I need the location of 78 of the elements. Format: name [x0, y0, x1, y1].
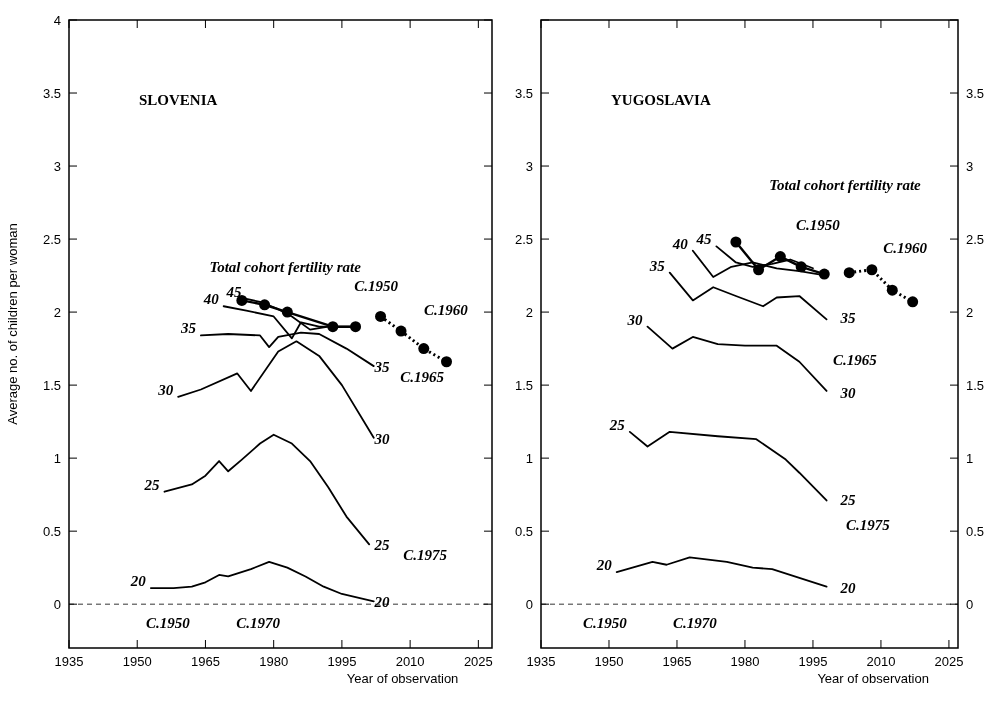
y-tick-label: 0: [53, 597, 61, 613]
annotation: C.1950: [796, 216, 841, 233]
y2-tick-label: 3: [966, 159, 974, 175]
series-label: 45: [695, 231, 712, 248]
annotation: C.1965: [400, 368, 445, 385]
y-axis-title: Average no. of children per woman: [5, 223, 20, 425]
y2-tick-label: 2: [966, 305, 974, 321]
annotation: Total cohort fertility rate: [769, 177, 922, 194]
y-tick-label: 0: [525, 597, 533, 613]
y-tick-label: 2.5: [514, 232, 533, 248]
y-tick-label: 3.5: [42, 86, 61, 102]
annotation: C.1970: [672, 614, 718, 631]
y-tick-label: 0.5: [514, 524, 533, 540]
x-tick-label: 1965: [190, 654, 220, 669]
x-tick-label: 1995: [327, 654, 357, 669]
y-tick-label: 2: [53, 305, 61, 321]
x-tick-label: 1965: [662, 654, 692, 669]
y2-tick-label: 1: [966, 451, 974, 467]
series-label: 40: [202, 291, 220, 308]
y-tick-label: 3.5: [514, 86, 533, 102]
text: YUGOSLAVIA: [611, 92, 711, 108]
annotation: C.1950: [146, 614, 191, 631]
series-label: 30: [373, 430, 391, 447]
x-tick-label: 1935: [54, 654, 84, 669]
y2-tick-label: 0: [966, 597, 974, 613]
series-label: 25: [608, 416, 626, 433]
annotation: 30: [157, 381, 174, 398]
annotation: 25: [373, 537, 391, 554]
series-label: 35: [373, 359, 391, 376]
x-tick-label: 1950: [122, 654, 152, 669]
annotation: 20: [839, 579, 856, 596]
x-tick-label: 2025: [934, 654, 964, 669]
annotation: C.1960: [424, 302, 469, 319]
y-tick-label: 2.5: [42, 232, 61, 248]
y-tick-label: 1.5: [42, 378, 61, 394]
series-label: 45: [225, 283, 242, 300]
y2-tick-label: 1.5: [966, 378, 985, 394]
annotation: C.1975: [403, 547, 448, 564]
series-label: 35: [648, 257, 666, 274]
annotation: C.1965: [833, 351, 878, 368]
annotation: 35: [179, 320, 197, 337]
y-tick-label: 3: [525, 159, 533, 175]
series-label: 20: [595, 557, 613, 574]
series-label: 40: [671, 235, 689, 252]
annotation: C.1960: [883, 239, 928, 256]
y-tick-label: 2: [525, 305, 533, 321]
x-tick-label: 2010: [866, 654, 896, 669]
x-tick-label: 2010: [395, 654, 425, 669]
x-tick-label: 2025: [463, 654, 493, 669]
x-tick-label: 1950: [594, 654, 624, 669]
annotation: C.1975: [846, 516, 891, 533]
annotation: C.1950: [582, 614, 628, 631]
y-tick-label: 1: [53, 451, 61, 467]
y-tick-label: 0.5: [42, 524, 61, 540]
annotation: Total cohort fertility rate: [209, 258, 362, 275]
y2-tick-label: 3.5: [966, 86, 985, 102]
annotation: 20: [129, 573, 147, 590]
y-tick-label: 1: [525, 451, 533, 467]
x-axis-title: Year of observation: [346, 671, 459, 686]
y2-tick-label: 0.5: [966, 524, 985, 540]
x-tick-label: 1980: [259, 654, 289, 669]
annotation: 25: [839, 491, 856, 508]
series-label: 20: [373, 594, 391, 611]
x-tick-label: 1980: [730, 654, 760, 669]
y-tick-label: 3: [53, 159, 61, 175]
text: SLOVENIA: [139, 92, 218, 108]
annotation: 35: [839, 310, 856, 327]
x-axis-title: Year of observation: [817, 671, 929, 686]
x-tick-label: 1935: [526, 654, 556, 669]
y-tick-label: 1.5: [514, 378, 533, 394]
y-tick-label: 4: [53, 13, 61, 28]
series-label: 30: [626, 311, 644, 328]
series-label: 25: [143, 476, 161, 493]
annotation: C.1970: [236, 614, 281, 631]
y2-tick-label: 2.5: [966, 232, 985, 248]
x-tick-label: 1995: [798, 654, 828, 669]
annotation: 30: [839, 385, 856, 402]
annotation: C.1950: [354, 278, 399, 295]
